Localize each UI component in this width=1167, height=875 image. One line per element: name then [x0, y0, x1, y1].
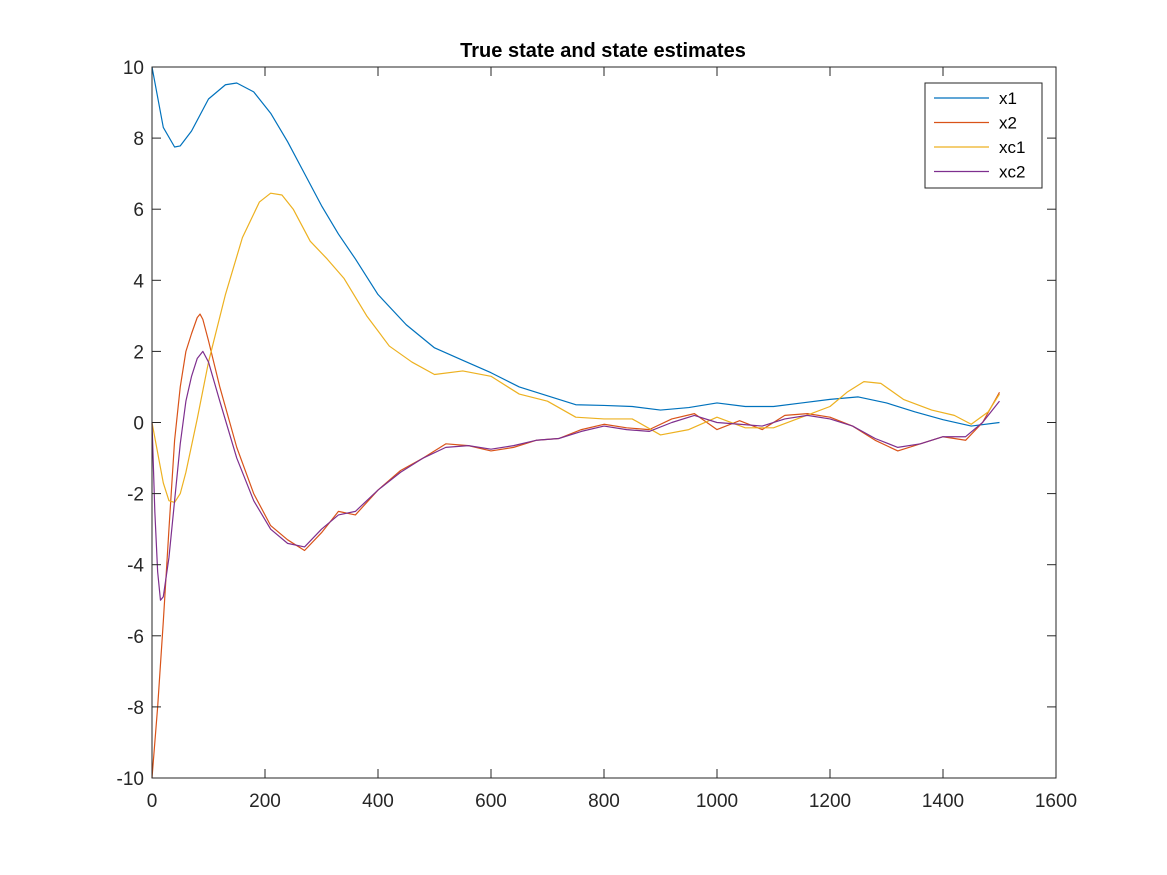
legend: x1 x2 xc1 xc2	[924, 82, 1043, 189]
x-tick-label: 1200	[809, 791, 851, 812]
y-tick-label: -6	[127, 627, 144, 648]
y-tick-label: -8	[127, 698, 144, 719]
axis-ticks: 0 200 400 600 800 1000 1200 1400 1600 -10 -8 -6 -4 -2…	[117, 58, 1078, 812]
legend-label-x1: x1	[999, 89, 1017, 108]
x-tick-label: 1000	[696, 791, 738, 812]
legend-box	[924, 82, 1043, 189]
legend-label-xc2: xc2	[999, 163, 1025, 182]
x-tick-label: 400	[362, 791, 394, 812]
legend-label-xc1: xc1	[999, 138, 1025, 157]
x-tick-label: 1400	[922, 791, 964, 812]
series-lines	[151, 66, 1001, 779]
x-tick-label: 200	[249, 791, 281, 812]
x-tick-label: 0	[147, 791, 158, 812]
series-line-x1	[151, 66, 1000, 427]
series-line-xc1	[151, 192, 1001, 504]
series-line-x2	[151, 313, 1001, 779]
y-tick-label: 6	[133, 200, 144, 221]
y-tick-label: 10	[123, 58, 144, 79]
x-tick-label: 600	[475, 791, 507, 812]
series-line-xc2	[151, 350, 1000, 601]
y-tick-label: -4	[127, 556, 144, 577]
y-tick-label: 0	[133, 414, 144, 435]
y-tick-label: -10	[117, 769, 144, 790]
legend-label-x2: x2	[999, 114, 1017, 133]
chart-title: True state and state estimates	[460, 40, 746, 62]
y-tick-label: -2	[127, 485, 144, 506]
y-tick-label: 2	[133, 342, 144, 363]
y-tick-label: 8	[133, 129, 144, 150]
x-tick-label: 800	[588, 791, 620, 812]
x-tick-label: 1600	[1035, 791, 1077, 812]
y-tick-label: 4	[133, 271, 144, 292]
